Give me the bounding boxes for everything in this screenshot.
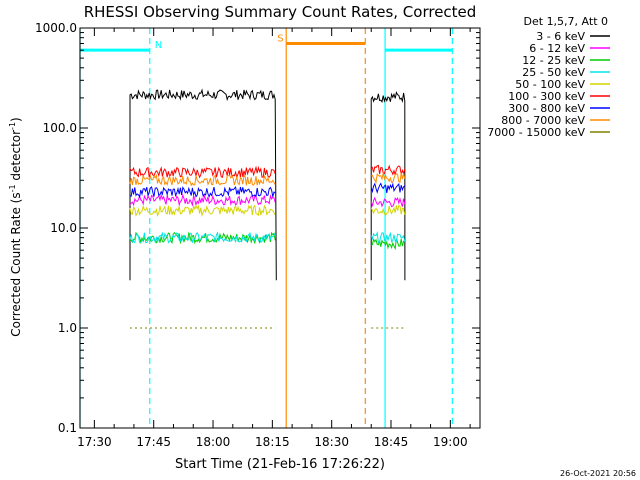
x-tick-label: 17:45 bbox=[136, 435, 171, 449]
series-line bbox=[129, 193, 276, 207]
annotation-label: S bbox=[277, 33, 283, 44]
x-tick-label: 18:00 bbox=[196, 435, 231, 449]
series-line bbox=[129, 185, 276, 199]
series-line bbox=[370, 196, 406, 208]
annotation-label: N bbox=[155, 40, 162, 51]
series-line bbox=[370, 91, 406, 281]
x-tick-label: 18:30 bbox=[314, 435, 349, 449]
x-tick-label: 18:15 bbox=[255, 435, 290, 449]
legend-label: 300 - 800 keV bbox=[508, 102, 585, 115]
y-tick-label: 0.1 bbox=[58, 421, 77, 435]
x-tick-label: 17:30 bbox=[77, 435, 112, 449]
legend-label: 6 - 12 keV bbox=[529, 42, 585, 55]
series-line bbox=[129, 173, 276, 187]
plot-frame bbox=[79, 27, 481, 429]
timestamp: 26-Oct-2021 20:56 bbox=[560, 469, 636, 478]
legend-label: 25 - 50 keV bbox=[522, 66, 585, 79]
series-line bbox=[129, 204, 276, 218]
y-tick-label: 1000.0 bbox=[35, 21, 77, 35]
legend-label: 7000 - 15000 keV bbox=[487, 126, 585, 139]
series-line bbox=[129, 88, 277, 281]
series-line bbox=[370, 204, 406, 216]
y-tick-label: 100.0 bbox=[43, 121, 77, 135]
series-line bbox=[370, 164, 406, 176]
legend-label: 12 - 25 keV bbox=[522, 54, 585, 67]
series-line bbox=[370, 238, 406, 251]
series-line bbox=[370, 231, 406, 244]
series-line bbox=[371, 172, 406, 184]
y-tick-label: 1.0 bbox=[58, 321, 77, 335]
plot-area: NS bbox=[79, 28, 453, 428]
legend-label: 3 - 6 keV bbox=[536, 30, 585, 43]
legend-title: Det 1,5,7, Att 0 bbox=[524, 15, 608, 28]
y-axis-label: Corrected Count Rate (s-1 detector-1) bbox=[8, 117, 23, 336]
series-line bbox=[129, 165, 276, 180]
chart-title: RHESSI Observing Summary Count Rates, Co… bbox=[84, 3, 477, 21]
legend-label: 800 - 7000 keV bbox=[501, 114, 585, 127]
x-tick-label: 19:00 bbox=[433, 435, 468, 449]
y-tick-label: 10.0 bbox=[50, 221, 77, 235]
legend-label: 100 - 300 keV bbox=[508, 90, 585, 103]
x-axis-label: Start Time (21-Feb-16 17:26:22) bbox=[175, 457, 385, 472]
series-line bbox=[370, 182, 406, 194]
series-line bbox=[129, 231, 276, 244]
x-tick-label: 18:45 bbox=[374, 435, 409, 449]
legend-label: 50 - 100 keV bbox=[515, 78, 585, 91]
